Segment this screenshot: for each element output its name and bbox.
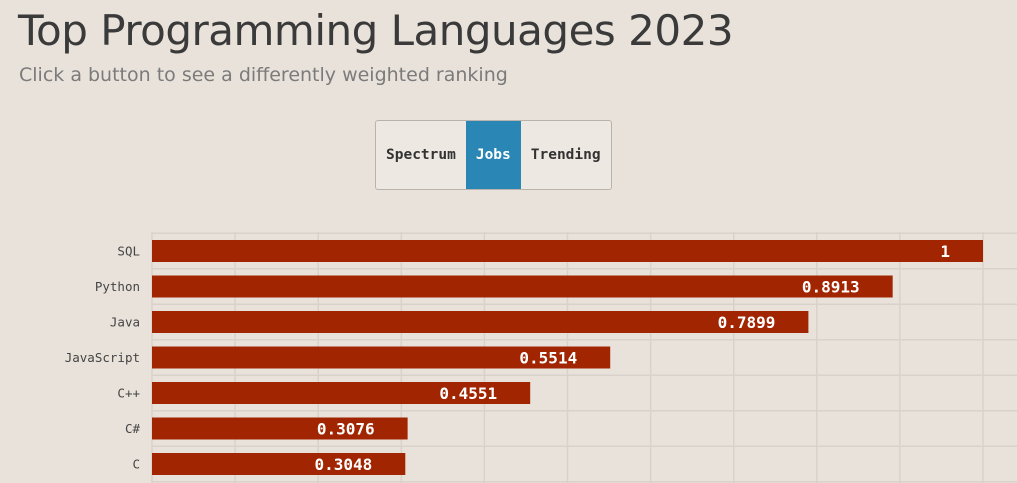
value-label: 0.8913: [802, 278, 860, 297]
category-label: C#: [125, 421, 141, 436]
value-label: 0.4551: [439, 384, 497, 403]
category-label: C++: [117, 386, 140, 401]
category-label: Python: [95, 279, 140, 294]
bar[interactable]: [152, 311, 809, 333]
category-label: C: [132, 457, 140, 472]
bar[interactable]: [152, 453, 406, 475]
page-subtitle: Click a button to see a differently weig…: [19, 64, 508, 86]
category-label: JavaScript: [65, 350, 140, 365]
page-title: Top Programming Languages 2023: [18, 6, 734, 55]
bar[interactable]: [152, 275, 893, 298]
bars: SQL 1 Python 0.8913 Java 0.7899 JavaScript 0.55…: [65, 240, 983, 475]
ranking-button-group: Spectrum Jobs Trending: [375, 120, 612, 190]
value-label: 1: [940, 242, 950, 261]
trending-button[interactable]: Trending: [521, 121, 611, 189]
category-label: Java: [110, 315, 140, 330]
value-label: 0.5514: [519, 349, 577, 368]
value-label: 0.3048: [314, 455, 372, 474]
jobs-button[interactable]: Jobs: [465, 121, 521, 189]
spectrum-button[interactable]: Spectrum: [376, 121, 466, 189]
bar[interactable]: [152, 382, 531, 404]
bar[interactable]: [152, 417, 408, 440]
value-label: 0.7899: [718, 313, 776, 332]
bar[interactable]: [152, 240, 983, 262]
value-label: 0.3076: [317, 420, 375, 439]
bar[interactable]: [152, 346, 611, 369]
category-label: SQL: [117, 244, 140, 259]
